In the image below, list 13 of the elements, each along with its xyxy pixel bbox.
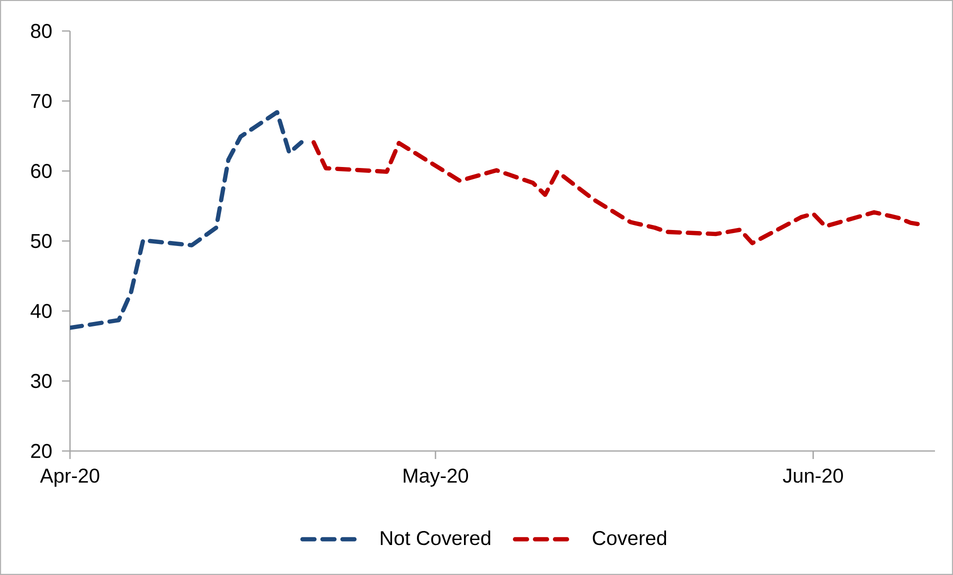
y-tick-label: 30 xyxy=(30,374,52,388)
y-tick-label: 80 xyxy=(31,24,52,38)
x-tick-label: May-20 xyxy=(404,468,468,487)
legend-label: Covered xyxy=(592,530,666,546)
y-tick-label: 40 xyxy=(30,304,52,318)
x-tick-label: Jun-20 xyxy=(782,468,843,483)
legend-label: Not Covered xyxy=(380,530,490,546)
line-series xyxy=(70,110,304,330)
y-tick-label: 60 xyxy=(31,164,52,178)
y-tick-label: 50 xyxy=(30,234,52,248)
y-tick-label: 70 xyxy=(31,94,52,108)
x-tick-label: Apr-20 xyxy=(40,468,100,487)
y-tick-label: 20 xyxy=(31,444,52,458)
